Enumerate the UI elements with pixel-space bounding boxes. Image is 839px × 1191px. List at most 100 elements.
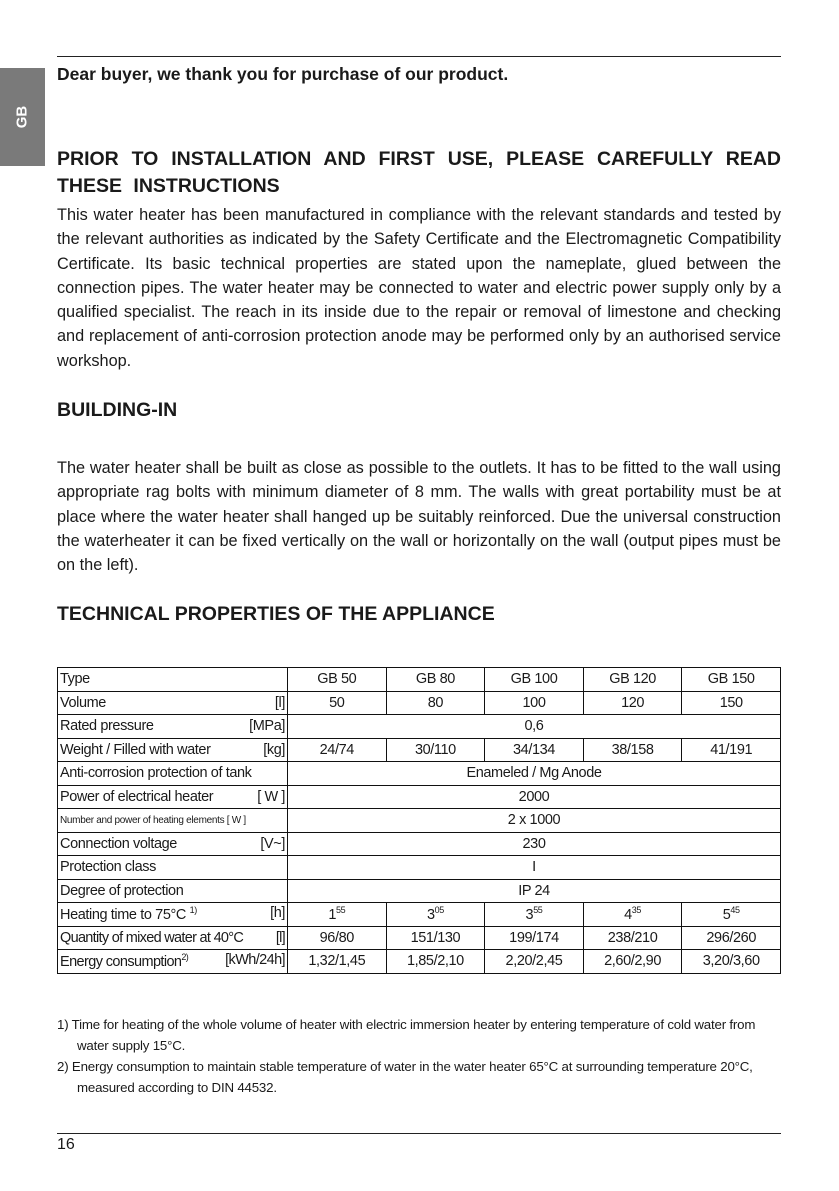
cell: 50 (287, 690, 387, 715)
hours: 3 (426, 907, 435, 924)
cell: 96/80 (287, 925, 387, 950)
cell: 80 (385, 690, 486, 715)
table-row: Anti-corrosion protection of tank Enamel… (57, 761, 781, 786)
minutes: 35 (631, 905, 642, 916)
row-label: Power of electrical heater [ W ] (57, 784, 288, 809)
cell: GB 100 (484, 667, 584, 692)
table-row: Rated pressure [MPa] 0,6 (57, 714, 781, 739)
cell: 120 (582, 690, 683, 715)
cell: 2,20/2,45 (484, 949, 584, 974)
cell: 230 (287, 831, 781, 856)
row-label: Number and power of heating elements [ W… (57, 808, 288, 833)
minutes: 55 (533, 905, 543, 916)
page-number: 16 (57, 1136, 75, 1153)
footnote: 1) Time for heating of the whole volume … (57, 1017, 756, 1053)
cell: GB 150 (681, 667, 781, 692)
cell: 30/110 (385, 737, 486, 762)
table-row: Weight / Filled with water [kg] 24/74 30/… (57, 737, 781, 762)
footnote-ref: 2) (181, 952, 189, 963)
label-text: Connection voltage (60, 835, 177, 852)
unit: [kg] (263, 741, 285, 758)
table-row: Number and power of heating elements [ W… (57, 808, 781, 833)
cell: 1,85/2,10 (385, 949, 486, 974)
cell: 34/134 (484, 737, 584, 762)
cell: 296/260 (681, 925, 781, 950)
label-text: Heating time to 75°C (60, 907, 186, 924)
cell: 151/130 (385, 925, 486, 950)
hours: 5 (722, 907, 731, 924)
label-text: Quantity of mixed water at 40°C (60, 929, 244, 946)
label-text: Power of electrical heater (60, 788, 214, 805)
bottom-rule (57, 1133, 781, 1134)
cell: 1,32/1,45 (287, 949, 387, 974)
label-text: Energy consumption (60, 954, 182, 971)
cell: 2000 (287, 784, 781, 809)
table-row: Degree of protection IP 24 (57, 878, 781, 903)
row-label: Protection class (57, 855, 288, 880)
cell: 24/74 (287, 737, 387, 762)
hours: 1 (328, 907, 337, 924)
row-label: Quantity of mixed water at 40°C [l] (57, 925, 288, 950)
unit: [V~] (260, 835, 285, 852)
footnote-ref: 1) (189, 905, 198, 916)
table-row: Connection voltage [V~] 230 (57, 831, 781, 856)
unit: [l] (275, 929, 286, 946)
table-row: Energy consumption2) [kWh/24h] 1,32/1,45 … (57, 949, 781, 974)
cell: 199/174 (484, 925, 584, 950)
label-text: Rated pressure (60, 718, 154, 735)
table-row: Volume [l] 50 80 100 120 150 (57, 690, 781, 715)
unit: [ W ] (257, 788, 285, 805)
unit: [kWh/24h] (225, 952, 285, 969)
cell: 2,60/2,90 (582, 949, 683, 974)
hours: 3 (525, 907, 534, 924)
cell: GB 80 (385, 667, 486, 692)
hours: 4 (624, 907, 632, 924)
cell: 238/210 (582, 925, 683, 950)
table-row: Heating time to 75°C 1) [h] 155 305 355 4… (57, 902, 781, 927)
cell: 545 (681, 902, 781, 927)
row-label: Rated pressure [MPa] (57, 714, 288, 739)
row-label: Energy consumption2) [kWh/24h] (57, 949, 288, 974)
main-heading: PRIOR TO INSTALLATION AND FIRST USE, PLE… (57, 148, 781, 197)
cell: 150 (681, 690, 781, 715)
table-row: Type GB 50 GB 80 GB 100 GB 120 GB 150 (57, 667, 781, 692)
footnotes: 1) Time for heating of the whole volume … (57, 1015, 781, 1099)
cell: 305 (385, 902, 486, 927)
cell: 100 (484, 690, 584, 715)
cell: IP 24 (287, 878, 781, 903)
language-tab-label: GB (13, 105, 31, 129)
cell: 0,6 (287, 714, 781, 739)
table-row: Power of electrical heater [ W ] 2000 (57, 784, 781, 809)
unit: [h] (270, 905, 285, 922)
unit: [MPa] (249, 718, 285, 735)
row-label: Connection voltage [V~] (57, 831, 288, 856)
row-label: Weight / Filled with water [kg] (57, 737, 288, 762)
label-text: Volume (60, 694, 106, 711)
minutes: 45 (730, 905, 740, 916)
technical-table: Type GB 50 GB 80 GB 100 GB 120 GB 150 Vo… (57, 667, 781, 974)
cell: GB 50 (287, 667, 387, 692)
row-label: Volume [l] (57, 690, 288, 715)
tech-heading: TECHNICAL PROPERTIES OF THE APPLIANCE (57, 603, 495, 625)
cell: 41/191 (681, 737, 781, 762)
table-row: Quantity of mixed water at 40°C [l] 96/80… (57, 925, 781, 950)
intro-paragraph: This water heater has been manufactured … (57, 206, 781, 370)
cell: I (287, 855, 781, 880)
minutes: 05 (434, 905, 445, 916)
cell: 2 x 1000 (287, 808, 781, 833)
cell: 355 (484, 902, 584, 927)
cell: 435 (582, 902, 683, 927)
greeting: Dear buyer, we thank you for purchase of… (57, 64, 509, 84)
footnote: 2) Energy consumption to maintain stable… (57, 1059, 753, 1095)
label-text: Weight / Filled with water (60, 741, 211, 758)
building-heading: BUILDING-IN (57, 399, 178, 421)
table-row: Protection class I (57, 855, 781, 880)
row-label: Heating time to 75°C 1) [h] (57, 902, 288, 927)
top-rule (57, 56, 781, 57)
cell: 38/158 (582, 737, 683, 762)
row-label: Type (57, 667, 288, 692)
cell: 155 (287, 902, 387, 927)
language-tab: GB (0, 68, 45, 166)
building-paragraph: The water heater shall be built as close… (57, 459, 781, 575)
row-label: Anti-corrosion protection of tank (57, 761, 288, 786)
